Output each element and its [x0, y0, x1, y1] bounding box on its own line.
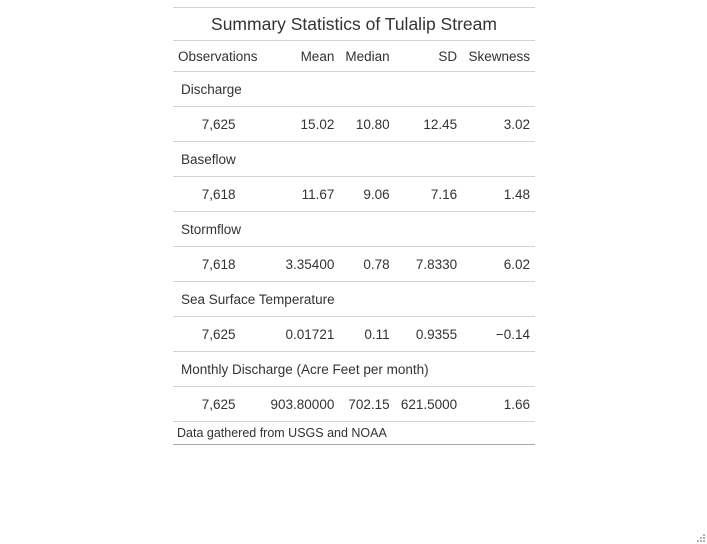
col-header-median: Median — [339, 40, 395, 72]
cell-sd: 7.8330 — [394, 246, 463, 282]
cell-observations: 7,618 — [173, 176, 265, 212]
group-row-sea-surface-temperature: Sea Surface Temperature — [173, 281, 535, 317]
col-header-observations: Observations — [173, 40, 265, 72]
table-row: 7,625 15.02 10.80 12.45 3.02 — [173, 106, 535, 142]
source-note-row: Data gathered from USGS and NOAA — [173, 421, 535, 445]
group-row-discharge: Discharge — [173, 71, 535, 107]
cell-sd: 7.16 — [394, 176, 463, 212]
group-row-monthly-discharge: Monthly Discharge (Acre Feet per month) — [173, 351, 535, 387]
group-label: Baseflow — [173, 141, 535, 177]
cell-skewness: 6.02 — [462, 246, 535, 282]
table-row: 7,625 0.01721 0.11 0.9355 −0.14 — [173, 316, 535, 352]
source-note: Data gathered from USGS and NOAA — [173, 421, 535, 445]
cell-skewness: 1.48 — [462, 176, 535, 212]
table-row: 7,618 11.67 9.06 7.16 1.48 — [173, 176, 535, 212]
group-label: Sea Surface Temperature — [173, 281, 535, 317]
col-header-skewness: Skewness — [462, 40, 535, 72]
cell-sd: 0.9355 — [394, 316, 463, 352]
cell-median: 9.06 — [339, 176, 395, 212]
cell-observations: 7,618 — [173, 246, 265, 282]
col-header-mean: Mean — [264, 40, 340, 72]
summary-table-container: Summary Statistics of Tulalip Stream Obs… — [173, 7, 535, 445]
cell-mean: 0.01721 — [264, 316, 340, 352]
resize-grip-icon[interactable] — [695, 532, 705, 542]
cell-median: 702.15 — [339, 386, 395, 422]
cell-observations: 7,625 — [173, 106, 265, 142]
table-title: Summary Statistics of Tulalip Stream — [173, 7, 535, 41]
cell-mean: 3.35400 — [264, 246, 340, 282]
summary-statistics-table: Summary Statistics of Tulalip Stream Obs… — [173, 7, 535, 445]
table-row: 7,618 3.35400 0.78 7.8330 6.02 — [173, 246, 535, 282]
cell-observations: 7,625 — [173, 386, 265, 422]
cell-skewness: 1.66 — [462, 386, 535, 422]
group-row-stormflow: Stormflow — [173, 211, 535, 247]
cell-sd: 621.5000 — [394, 386, 463, 422]
group-label: Monthly Discharge (Acre Feet per month) — [173, 351, 535, 387]
table-row: 7,625 903.80000 702.15 621.5000 1.66 — [173, 386, 535, 422]
group-label: Stormflow — [173, 211, 535, 247]
column-header-row: Observations Mean Median SD Skewness — [173, 40, 535, 72]
group-row-baseflow: Baseflow — [173, 141, 535, 177]
cell-median: 0.11 — [339, 316, 395, 352]
group-label: Discharge — [173, 71, 535, 107]
title-row: Summary Statistics of Tulalip Stream — [173, 7, 535, 41]
cell-skewness: 3.02 — [462, 106, 535, 142]
col-header-sd: SD — [394, 40, 463, 72]
cell-skewness: −0.14 — [462, 316, 535, 352]
cell-sd: 12.45 — [394, 106, 463, 142]
cell-mean: 903.80000 — [264, 386, 340, 422]
cell-median: 10.80 — [339, 106, 395, 142]
cell-mean: 11.67 — [264, 176, 340, 212]
cell-mean: 15.02 — [264, 106, 340, 142]
cell-median: 0.78 — [339, 246, 395, 282]
cell-observations: 7,625 — [173, 316, 265, 352]
